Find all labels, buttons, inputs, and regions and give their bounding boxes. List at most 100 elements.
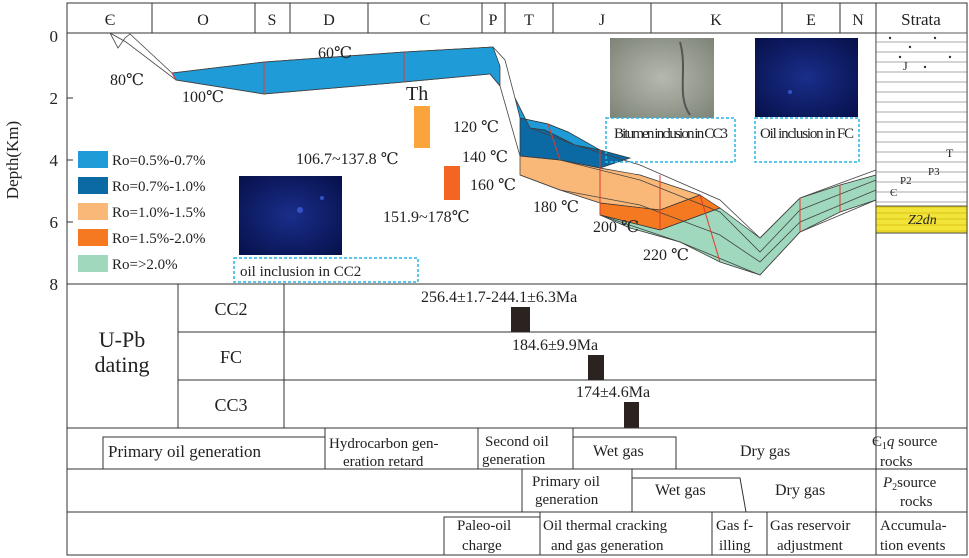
event-c-primary-oil: Primary oil generation <box>108 442 261 461</box>
dating-ages: 256.4±1.7-244.1±6.3Ma 184.6±9.9Ma 174±4.… <box>421 289 650 428</box>
period-label-9: E <box>806 12 816 29</box>
depth-axis-label: Depth(Km) <box>3 121 22 199</box>
th-range-2: 151.9~178℃ <box>383 209 470 226</box>
event-c-retard-2: eration retard <box>343 454 424 470</box>
th-bar-1 <box>414 106 430 148</box>
dating-bar-cc3 <box>624 402 639 428</box>
period-label-10: N <box>852 12 864 29</box>
photo-caption-fc: Oil inclusion in FC <box>760 126 854 142</box>
event-a-row-label-2: tion events <box>880 538 946 554</box>
strata-label-p2: P2 <box>900 175 912 187</box>
depth-axis: 0 2 4 6 8 <box>50 27 73 294</box>
homogenization-temperatures: Th 106.7~137.8 ℃ 151.9~178℃ <box>296 83 470 226</box>
event-a-filling-2: illing <box>719 538 751 554</box>
event-p-primary-oil-1: Primary oil <box>532 474 600 490</box>
photo-bitumen-inclusion-cc3-image <box>610 38 714 118</box>
dating-bar-fc <box>588 355 604 380</box>
event-a-filling-1: Gas f- <box>716 518 753 534</box>
event-c-wet-gas: Wet gas <box>593 443 644 460</box>
legend-swatch-4 <box>78 255 108 272</box>
events-grid <box>67 427 967 555</box>
isotherm-labels: 60℃ 80℃ 100℃ 120 ℃ 140 ℃ 160 ℃ 180 ℃ 200… <box>110 45 689 264</box>
event-p-dry-gas: Dry gas <box>775 482 825 499</box>
event-c-row-label-1: Є1q source <box>872 434 938 452</box>
event-a-cracking-2: and gas generation <box>551 538 664 554</box>
ro-legend: Ro=0.5%-0.7% Ro=0.7%-1.0% Ro=1.0%-1.5% R… <box>78 151 205 273</box>
dating-sample-fc: FC <box>220 347 242 367</box>
period-labels: Є O S D C P T J K E N <box>105 12 865 29</box>
event-c-dry-gas: Dry gas <box>740 443 790 460</box>
event-c-retard-1: Hydrocarbon gen- <box>329 436 439 452</box>
dating-age-fc: 184.6±9.9Ma <box>512 337 598 354</box>
events-source-rock-permian: Primary oil generation Wet gas Dry gas P… <box>532 474 937 510</box>
dating-samples: CC2 FC CC3 <box>214 299 247 415</box>
legend-swatch-3 <box>78 229 108 246</box>
isotherm-220: 220 ℃ <box>643 247 689 264</box>
strata-column: Strata J T P3 P2 Є Z2dn <box>875 10 968 234</box>
strata-label-j: J <box>903 59 908 73</box>
dating-title-2: dating <box>95 352 150 377</box>
event-p-row-label-1: P2source <box>882 475 937 493</box>
isotherm-140: 140 ℃ <box>462 149 508 166</box>
isotherm-160: 160 ℃ <box>470 177 516 194</box>
dating-sample-cc3: CC3 <box>214 395 247 415</box>
photo-caption-cc3: Bitumen inclusion in CC3 <box>614 126 728 142</box>
photo-oil-inclusion-cc2: oil inclusion in CC2 <box>233 176 419 283</box>
legend-label-3: Ro=1.5%-2.0% <box>112 231 205 247</box>
event-p-wet-gas: Wet gas <box>655 482 706 499</box>
strata-label-t: T <box>946 146 954 160</box>
isotherm-200: 200 ℃ <box>593 219 639 236</box>
th-range-1: 106.7~137.8 ℃ <box>296 151 399 168</box>
isotherm-lines <box>171 52 841 263</box>
photo-caption-cc2: oil inclusion in CC2 <box>240 264 361 280</box>
figure-frame <box>66 2 968 556</box>
photo-oil-inclusion-cc2-image <box>239 176 342 255</box>
legend-label-4: Ro=>2.0% <box>112 257 178 273</box>
strata-label-p3: P3 <box>928 166 940 178</box>
event-a-paleo-2: charge <box>462 538 502 554</box>
event-a-row-label-1: Accumula- <box>880 518 947 534</box>
period-label-8: K <box>710 12 722 29</box>
events-accumulation: Paleo-oil charge Oil thermal cracking an… <box>457 518 947 554</box>
dating-sample-cc2: CC2 <box>214 299 247 319</box>
event-c-second-oil-2: generation <box>482 452 546 468</box>
period-label-0: Є <box>105 12 116 29</box>
isotherm-100: 100℃ <box>182 89 224 106</box>
period-label-2: S <box>268 12 277 29</box>
legend-swatch-2 <box>78 203 108 220</box>
period-label-3: D <box>323 12 335 29</box>
period-label-1: O <box>197 12 209 29</box>
th-bar-2 <box>444 166 460 200</box>
period-header <box>67 3 877 555</box>
th-label: Th <box>406 83 428 105</box>
period-label-5: P <box>489 12 498 29</box>
event-c-row-label-2: rocks <box>880 454 913 470</box>
events-source-rock-cambrian: Primary oil generation Hydrocarbon gen- … <box>108 434 938 470</box>
dating-age-cc3: 174±4.6Ma <box>576 384 650 401</box>
depth-tick-4: 4 <box>50 151 59 170</box>
strata-label-cambrian: Є <box>890 187 897 199</box>
legend-label-0: Ro=0.5%-0.7% <box>112 153 205 169</box>
event-p-row-label-2: rocks <box>900 494 933 510</box>
depth-tick-2: 2 <box>50 89 59 108</box>
legend-swatch-0 <box>78 151 108 168</box>
legend-label-2: Ro=1.0%-1.5% <box>112 205 205 221</box>
period-label-6: T <box>524 12 534 29</box>
event-a-paleo-1: Paleo-oil <box>457 518 511 534</box>
depth-tick-8: 8 <box>50 275 59 294</box>
isotherm-120: 120 ℃ <box>453 119 499 136</box>
depth-tick-6: 6 <box>50 213 59 232</box>
isotherm-80: 80℃ <box>110 72 144 89</box>
strata-label-z2dn: Z2dn <box>908 213 937 228</box>
strata-title: Strata <box>901 10 941 29</box>
period-label-7: J <box>599 12 605 29</box>
photo-bitumen-inclusion-cc3: Bitumen inclusion in CC3 <box>605 38 736 163</box>
legend-swatch-1 <box>78 177 108 194</box>
event-c-second-oil-1: Second oil <box>485 434 549 450</box>
period-label-4: C <box>420 12 431 29</box>
photo-oil-inclusion-fc-image <box>755 38 858 117</box>
event-a-cracking-1: Oil thermal cracking <box>543 518 668 534</box>
event-a-adjust-1: Gas reservoir <box>770 518 850 534</box>
dating-bar-cc2 <box>511 307 530 332</box>
